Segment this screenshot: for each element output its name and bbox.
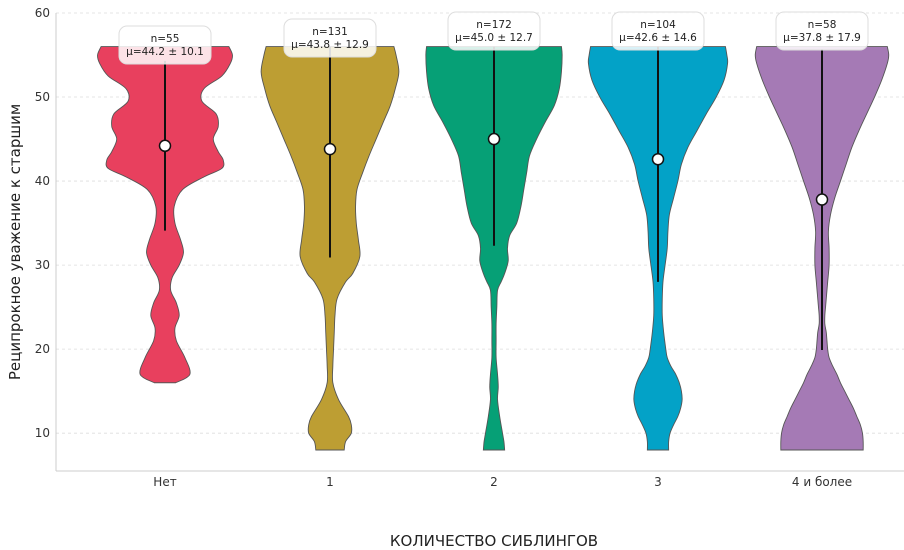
annotation-mean-3: μ=42.6 ± 14.6 (619, 32, 697, 44)
x-tick-label: 4 и более (792, 475, 852, 489)
annotation-box-0 (118, 25, 212, 65)
mean-marker-4 (815, 193, 829, 206)
violin-2 (425, 46, 563, 451)
annotation-box-1 (283, 18, 377, 58)
annotation-mean-0: μ=44.2 ± 10.1 (126, 46, 204, 58)
x-tick-label: 3 (654, 475, 662, 489)
mean-marker-0 (158, 139, 172, 153)
mean-sd-lines (158, 46, 829, 350)
annotation-n-0: n=55 (151, 33, 180, 45)
annotation-box-2 (447, 11, 541, 51)
x-tick-label: Нет (153, 475, 176, 489)
x-axis-label: КОЛИЧЕСТВО СИБЛИНГОВ (390, 532, 598, 550)
y-tick-label: 20 (35, 342, 50, 356)
mean-marker-1 (323, 142, 337, 156)
axes (55, 13, 904, 472)
mean-marker-2 (487, 132, 501, 146)
annotation-n-4: n=58 (808, 19, 837, 31)
annotation-n-2: n=172 (476, 19, 512, 31)
y-tick-label: 50 (35, 90, 50, 104)
annotation-mean-2: μ=45.0 ± 12.7 (455, 32, 533, 44)
annotation-n-3: n=104 (640, 19, 676, 31)
annotation-mean-1: μ=43.8 ± 12.9 (291, 39, 369, 51)
x-tick-label: 1 (326, 475, 334, 489)
annotation-box-4 (775, 11, 869, 51)
annotation-box-3 (611, 11, 705, 51)
y-axis-label: Реципрокное уважение к старшим (6, 104, 24, 380)
y-tick-label: 40 (35, 174, 50, 188)
annotation-n-1: n=131 (312, 26, 348, 38)
annotation-mean-4: μ=37.8 ± 17.9 (783, 32, 861, 44)
y-tick-label: 30 (35, 258, 50, 272)
y-tick-label: 60 (35, 6, 50, 20)
y-tick-label: 10 (35, 426, 50, 440)
mean-marker-3 (651, 152, 665, 166)
x-tick-label: 2 (490, 475, 498, 489)
tick-labels: 10 20 30 40 50 60 Нет 1 2 3 4 и более (35, 6, 852, 489)
